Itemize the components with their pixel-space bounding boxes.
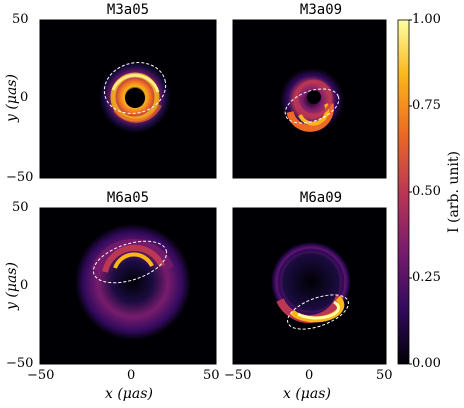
y-tick-bottom-neg50: −50 bbox=[6, 356, 34, 371]
y-tick-top-neg50: −50 bbox=[6, 170, 34, 185]
colorbar-tick-0.00: 0.00 bbox=[412, 356, 441, 371]
panel-m6a09 bbox=[233, 208, 386, 364]
panel-title-m3a09: M3a09 bbox=[299, 2, 343, 18]
x-tick-right-50: 50 bbox=[376, 368, 393, 383]
colorbar bbox=[397, 19, 410, 365]
panel-m3a09 bbox=[233, 20, 386, 178]
colorbar-tick-0.25: 0.25 bbox=[412, 270, 441, 285]
colorbar-label: I (arb. unit) bbox=[446, 151, 462, 233]
y-tick-bottom-50: 50 bbox=[12, 200, 29, 215]
colorbar-tick-0.75: 0.75 bbox=[412, 98, 441, 113]
x-tick-left-neg50: −50 bbox=[27, 368, 55, 383]
y-tick-top-50: 50 bbox=[12, 12, 29, 27]
panel-m3a05 bbox=[40, 20, 216, 178]
x-axis-label-left: x (μas) bbox=[105, 386, 153, 402]
x-tick-right-0: 0 bbox=[305, 368, 314, 383]
x-axis-label-right: x (μas) bbox=[283, 386, 331, 402]
panel-m6a05 bbox=[40, 208, 216, 364]
y-axis-label-bottom: y (μas) bbox=[4, 262, 20, 310]
panel-title-m3a05: M3a05 bbox=[106, 2, 150, 18]
x-tick-left-0: 0 bbox=[127, 368, 136, 383]
x-tick-left-50: 50 bbox=[203, 368, 220, 383]
y-axis-label-top: y (μas) bbox=[4, 74, 20, 122]
x-tick-right-neg50: −50 bbox=[224, 368, 252, 383]
panel-title-m6a05: M6a05 bbox=[106, 190, 150, 206]
colorbar-tick-0.50: 0.50 bbox=[412, 184, 441, 199]
y-tick-bottom-0: 0 bbox=[20, 278, 29, 293]
y-tick-top-0: 0 bbox=[20, 90, 29, 105]
colorbar-tick-1.00: 1.00 bbox=[412, 12, 441, 27]
panel-title-m6a09: M6a09 bbox=[299, 190, 343, 206]
